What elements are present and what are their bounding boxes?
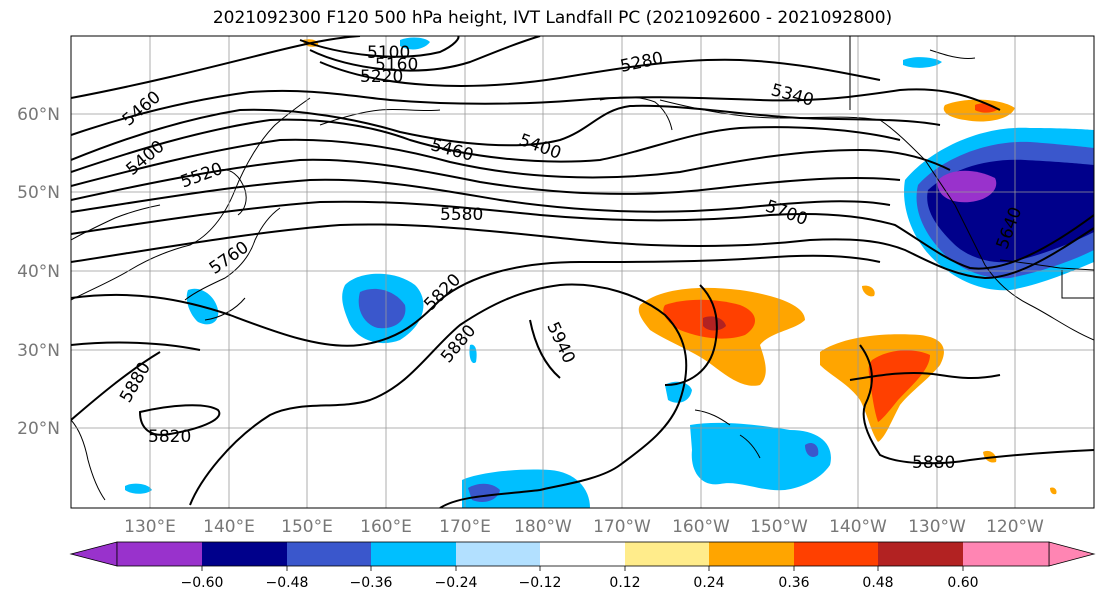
colorbar-cell: [625, 542, 709, 566]
colorbar-label-012: 0.12: [609, 575, 640, 591]
contour-label-5580: 5580: [440, 205, 483, 225]
colorbar-extend-high: [1048, 541, 1096, 567]
map-title: 2021092300 F120 500 hPa height, IVT Land…: [212, 8, 893, 28]
colorbar-cell: [456, 542, 540, 566]
gridlines: [71, 36, 1094, 508]
contour-label-5820-south: 5820: [148, 427, 191, 447]
contour-label-5880-east: 5880: [912, 453, 955, 473]
lat-label-50n: 50°N: [17, 183, 60, 203]
colorbar-label-neg012: −0.12: [519, 575, 562, 591]
colorbar-cell: [287, 542, 371, 566]
colorbar-frame: [116, 541, 1050, 567]
colorbar-cell: [794, 542, 878, 566]
lon-label-140e: 140°E: [203, 517, 255, 537]
colorbar-label-neg036: −0.36: [350, 575, 393, 591]
colorbar: −0.60 −0.48 −0.36 −0.24 −0.12 0.12 0.24 …: [69, 541, 1096, 591]
contour-label-5100: 5100: [367, 43, 410, 63]
lat-label-20n: 20°N: [17, 419, 60, 439]
colorbar-extend-low: [69, 541, 118, 567]
height-contours: [71, 36, 1094, 508]
lat-label-30n: 30°N: [17, 341, 60, 361]
colorbar-tick-labels: −0.60 −0.48 −0.36 −0.24 −0.12 0.12 0.24 …: [181, 575, 979, 591]
lon-label-170w: 170°W: [593, 517, 651, 537]
colorbar-cell: [878, 542, 963, 566]
map-background: [71, 36, 1094, 508]
lon-label-160e: 160°E: [360, 517, 412, 537]
lon-label-130w: 130°W: [908, 517, 966, 537]
lon-label-170e: 170°E: [439, 517, 491, 537]
colorbar-label-neg048: −0.48: [266, 575, 309, 591]
map-frame: [70, 35, 1095, 509]
colorbar-label-036: 0.36: [778, 575, 809, 591]
lon-label-150e: 150°E: [281, 517, 333, 537]
colorbar-label-048: 0.48: [862, 575, 893, 591]
lon-label-140w: 140°W: [829, 517, 887, 537]
lon-label-150w: 150°W: [750, 517, 808, 537]
colorbar-label-neg060: −0.60: [181, 575, 224, 591]
lon-label-130e: 130°E: [124, 517, 176, 537]
lon-label-120w: 120°W: [986, 517, 1044, 537]
colorbar-cell: [963, 542, 1049, 566]
colorbar-cell: [371, 542, 456, 566]
contour-label-5220: 5220: [360, 67, 403, 87]
colorbar-label-neg024: −0.24: [435, 575, 478, 591]
ivt-positive-shading: [303, 39, 1057, 495]
lon-label-160w: 160°W: [672, 517, 730, 537]
lon-label-180w: 180°W: [514, 517, 572, 537]
lat-label-60n: 60°N: [17, 105, 60, 125]
colorbar-cell: [202, 542, 287, 566]
contour-label-5160: 5160: [375, 55, 418, 75]
colorbar-cell: [709, 542, 794, 566]
longitude-labels: 130°E 140°E 150°E 160°E 170°E 180°W 170°…: [124, 517, 1044, 537]
colorbar-cell: [117, 542, 202, 566]
colorbar-cell: [540, 542, 625, 566]
ivt-negative-shading: [125, 37, 1094, 508]
coastlines: [71, 36, 1094, 501]
colorbar-label-024: 0.24: [693, 575, 724, 591]
lat-label-40n: 40°N: [17, 262, 60, 282]
colorbar-label-060: 0.60: [947, 575, 978, 591]
latitude-labels: 60°N 50°N 40°N 30°N 20°N: [17, 105, 60, 439]
